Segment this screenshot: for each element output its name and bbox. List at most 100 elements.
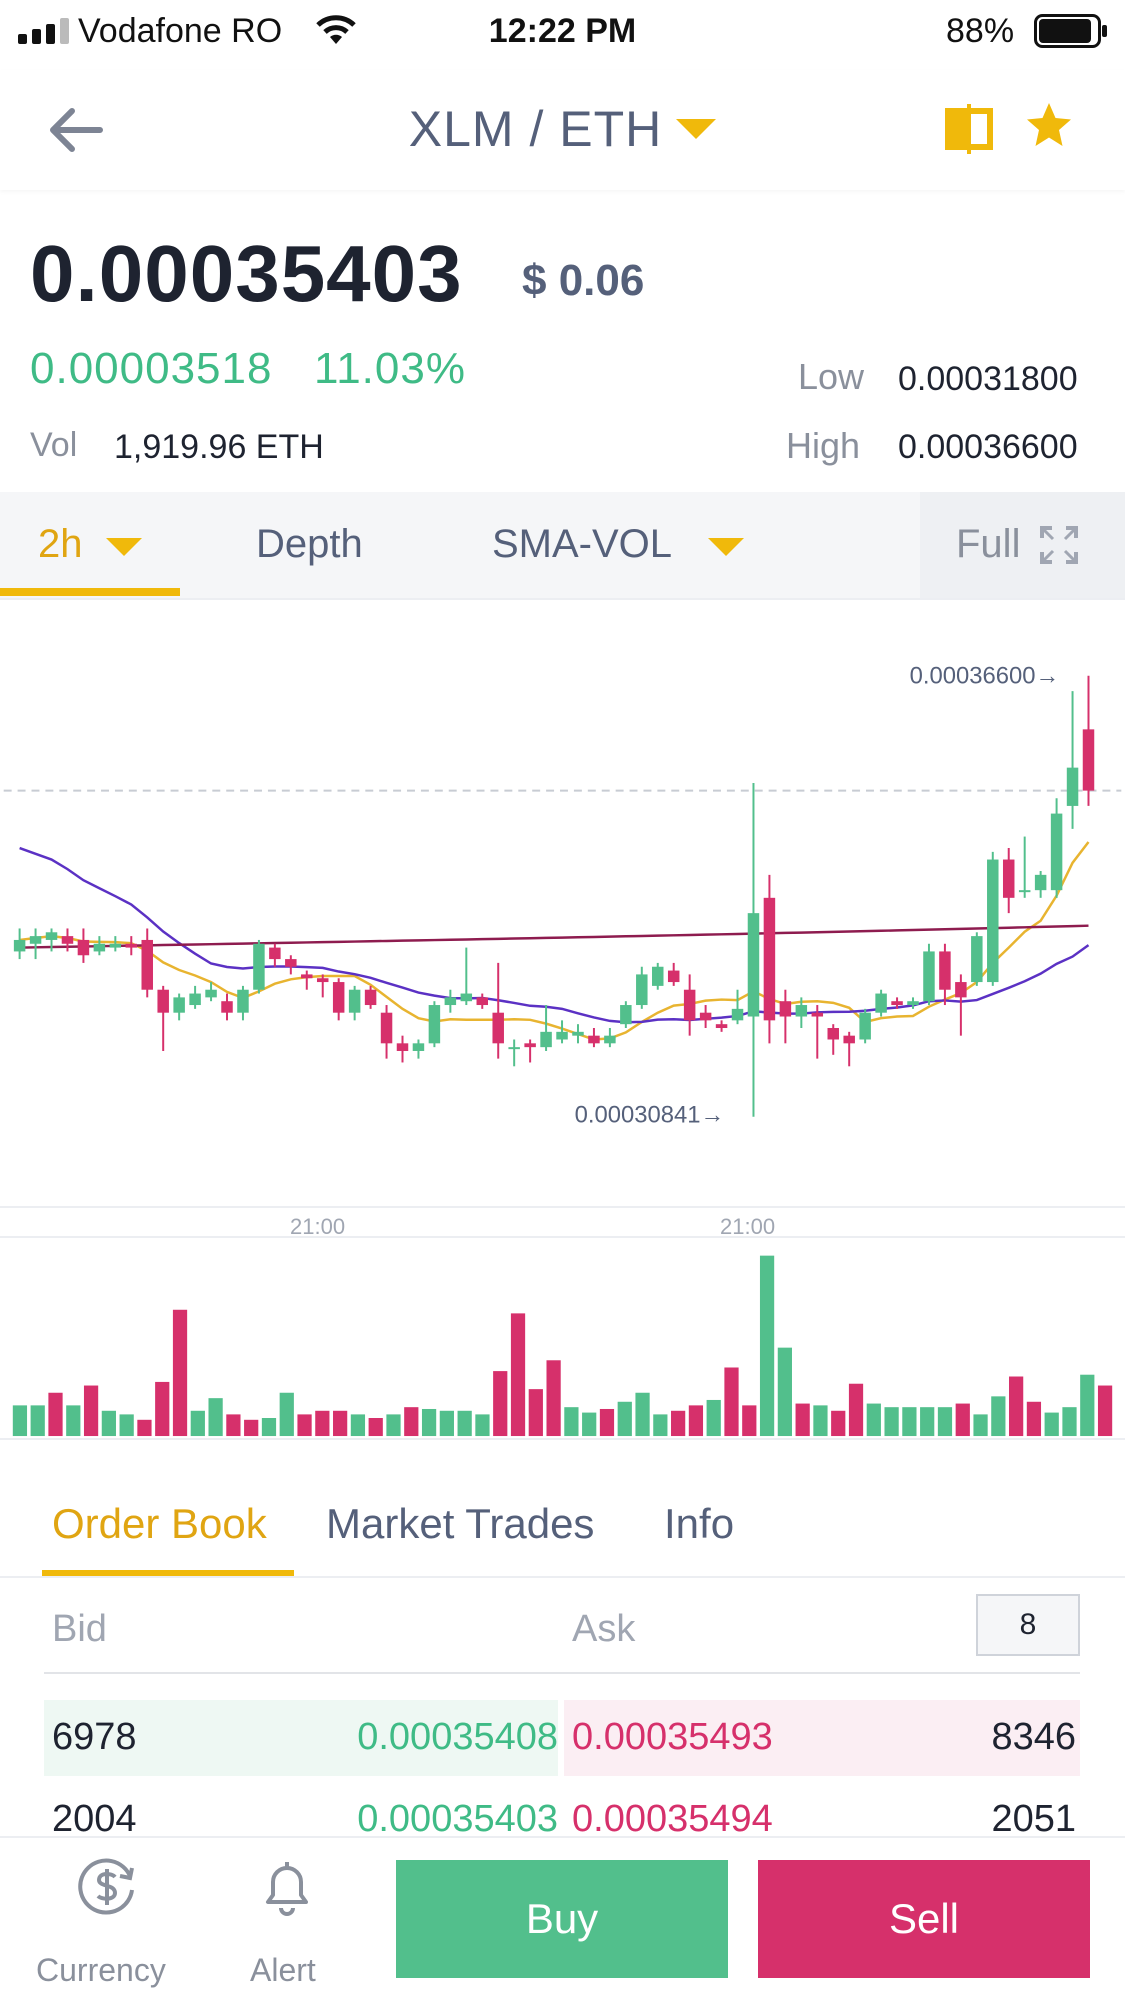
candle-body xyxy=(524,1043,536,1048)
time-axis-label: 21:00 xyxy=(290,1214,346,1239)
candle-body xyxy=(1018,890,1031,893)
volume-bar xyxy=(12,1405,28,1437)
candle-body xyxy=(715,1024,728,1029)
volume-bar xyxy=(226,1414,241,1437)
currency-icon[interactable] xyxy=(74,1854,140,1920)
ma-line-slow xyxy=(19,924,1089,949)
volume-bar xyxy=(457,1410,472,1437)
chart-toolbar: 2h Depth SMA-VOL Full xyxy=(0,492,1125,598)
candle-body xyxy=(588,1035,600,1044)
low-label: Low xyxy=(798,356,865,397)
depth-selector[interactable]: 8 xyxy=(976,1594,1080,1656)
candle-body xyxy=(396,1043,409,1051)
order-book-row[interactable]: 2004 0.00035403 0.00035494 2051 xyxy=(44,1782,1080,1858)
candle-body xyxy=(93,943,106,952)
candle-body xyxy=(779,1001,792,1017)
volume-bar xyxy=(777,1347,792,1437)
candle-body xyxy=(221,1001,233,1013)
time-axis-label: 21:00 xyxy=(720,1214,776,1239)
bell-icon[interactable] xyxy=(254,1854,320,1920)
candle-body xyxy=(971,936,983,983)
volume-bar xyxy=(30,1405,45,1437)
volume-bar xyxy=(244,1419,259,1437)
volume-bar xyxy=(333,1410,348,1437)
candle-body xyxy=(875,993,887,1013)
volume-bar xyxy=(190,1410,205,1437)
volume-bar xyxy=(884,1407,899,1437)
volume-bar xyxy=(599,1408,615,1437)
volume-chart[interactable] xyxy=(0,1236,1125,1440)
back-arrow-icon[interactable] xyxy=(44,98,108,162)
signal-icon xyxy=(18,18,69,44)
volume-bar xyxy=(439,1410,454,1437)
candle-body xyxy=(955,982,967,998)
volume-bar xyxy=(724,1367,739,1437)
volume-bar xyxy=(635,1392,650,1437)
ask-price: 0.00035493 xyxy=(572,1716,773,1758)
pair-selector[interactable]: XLM / ETH xyxy=(0,96,1125,158)
volume-bar xyxy=(66,1405,81,1437)
volume-bar xyxy=(297,1414,312,1437)
navigation-bar: XLM / ETH xyxy=(0,70,1125,190)
candle-body xyxy=(444,997,457,1006)
currency-label: Currency xyxy=(36,1952,166,1988)
candle-body xyxy=(923,951,935,1002)
candle-body xyxy=(125,943,138,948)
candle-body xyxy=(348,989,361,1013)
volume-bar xyxy=(261,1418,277,1437)
candle-body xyxy=(604,1035,616,1044)
candle-body xyxy=(332,982,345,1013)
volume-bar xyxy=(1044,1412,1059,1437)
candle-body xyxy=(269,947,281,960)
favorite-star-icon[interactable] xyxy=(1024,100,1074,150)
volume-bar xyxy=(706,1399,721,1437)
tab-indicator[interactable]: SMA-VOL xyxy=(492,522,673,566)
candle-body xyxy=(636,974,648,1006)
carrier-name: Vodafone RO xyxy=(78,12,283,50)
expand-icon xyxy=(1040,526,1078,564)
tab-interval[interactable]: 2h xyxy=(38,522,83,566)
candle-body xyxy=(45,932,58,940)
bid-depth-bar xyxy=(44,1700,558,1776)
candle-body xyxy=(859,1012,871,1040)
candle-body xyxy=(301,974,313,979)
candle-body xyxy=(731,1008,744,1021)
fullscreen-label: Full xyxy=(956,522,1021,566)
divider xyxy=(44,1672,1080,1674)
volume-bar xyxy=(937,1407,953,1437)
candle-body xyxy=(61,936,74,944)
candle-body xyxy=(1050,813,1063,891)
volume-bar xyxy=(510,1313,526,1437)
volume-bar xyxy=(1062,1407,1077,1437)
volume-bar xyxy=(1080,1374,1095,1437)
candle-body xyxy=(1066,767,1079,806)
candle-body xyxy=(205,989,217,998)
candlestick-chart[interactable]: 0.00036600→ 0.00030841→ xyxy=(0,598,1125,1208)
volume-bar xyxy=(48,1392,63,1437)
candle-body xyxy=(508,1047,520,1050)
candle-body xyxy=(763,897,776,1021)
volume-value: 1,919.96 ETH xyxy=(114,428,324,466)
order-book-row[interactable]: 6978 0.00035408 0.00035493 8346 xyxy=(44,1700,1080,1776)
tab-market-trades[interactable]: Market Trades xyxy=(326,1500,595,1547)
tab-order-book[interactable]: Order Book xyxy=(52,1500,267,1547)
volume-bar xyxy=(155,1381,170,1437)
price-change-percent: 11.03% xyxy=(314,344,466,393)
volume-bar xyxy=(955,1403,970,1437)
candle-body xyxy=(173,997,185,1013)
fullscreen-button[interactable] xyxy=(920,492,1125,598)
sell-button[interactable]: Sell xyxy=(758,1860,1090,1978)
candle-body xyxy=(907,1001,919,1006)
volume-bar xyxy=(493,1371,508,1437)
status-bar: Vodafone RO 12:22 PM 88% xyxy=(0,0,1125,60)
order-book-tabs: Order Book Market Trades Info xyxy=(0,1490,1125,1580)
volume-bar xyxy=(866,1403,881,1437)
candle-body xyxy=(29,936,42,944)
volume-bar xyxy=(119,1414,134,1437)
buy-button[interactable]: Buy xyxy=(396,1860,728,1978)
tab-depth[interactable]: Depth xyxy=(256,522,363,566)
volume-bar xyxy=(564,1407,579,1437)
last-price: 0.00035403 xyxy=(30,229,463,318)
layout-toggle-icon[interactable] xyxy=(942,102,996,156)
tab-info[interactable]: Info xyxy=(664,1500,735,1547)
